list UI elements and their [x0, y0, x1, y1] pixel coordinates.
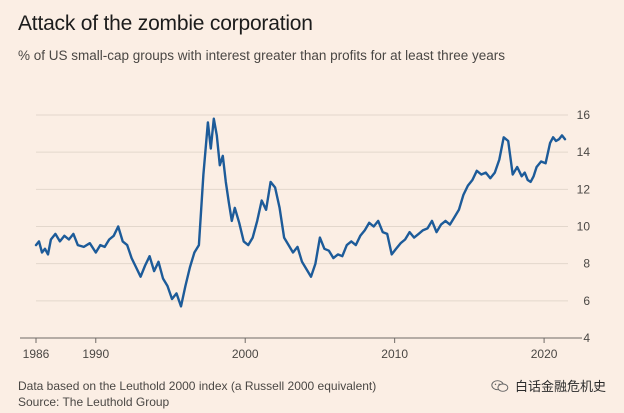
watermark-text: 白话金融危机史 — [514, 379, 606, 394]
y-tick-label-10: 10 — [577, 220, 591, 234]
chart-title: Attack of the zombie corporation — [18, 12, 313, 35]
x-tick-label-1990: 1990 — [82, 347, 109, 361]
wechat-icon — [491, 379, 509, 392]
y-tick-label-6: 6 — [583, 294, 590, 308]
y-tick-label-8: 8 — [583, 257, 590, 271]
x-tick-label-2000: 2000 — [232, 347, 259, 361]
x-tick-label-1986: 1986 — [23, 347, 50, 361]
x-tick-label-2020: 2020 — [531, 347, 558, 361]
y-tick-label-16: 16 — [577, 108, 591, 122]
source-note: Source: The Leuthold Group — [18, 395, 170, 409]
x-tick-label-2010: 2010 — [381, 347, 408, 361]
y-tick-label-12: 12 — [577, 182, 591, 196]
chart-subtitle: % of US small-cap groups with interest g… — [18, 48, 505, 63]
series-line-0 — [34, 117, 567, 308]
watermark: 白话金融危机史 — [491, 376, 606, 395]
y-tick-label-4: 4 — [583, 331, 590, 345]
y-tick-label-14: 14 — [577, 145, 591, 159]
footnote: Data based on the Leuthold 2000 index (a… — [18, 379, 377, 393]
